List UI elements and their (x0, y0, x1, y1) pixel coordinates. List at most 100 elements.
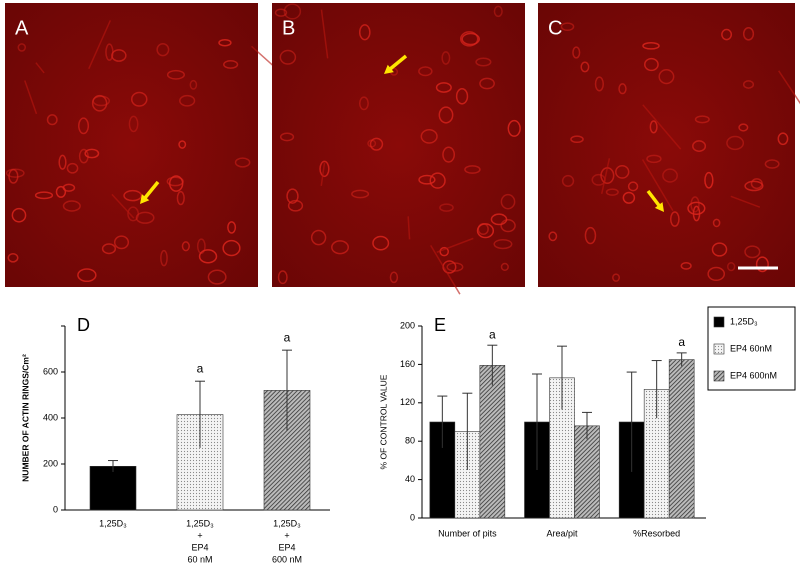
x-tick-label: %Resorbed (633, 528, 680, 538)
arrow (143, 180, 160, 200)
actin-ring (367, 139, 377, 148)
significance-label: a (197, 361, 204, 375)
actin-ring (223, 60, 239, 69)
actin-ring (690, 196, 700, 213)
micrograph: A (5, 3, 287, 287)
panel-label: E (434, 315, 446, 335)
micrograph: C (538, 3, 800, 287)
actin-ring (358, 24, 371, 41)
y-tick-label: 600 (43, 366, 58, 376)
actin-ring (227, 221, 237, 234)
actin-ring (418, 66, 433, 77)
y-axis-label: NUMBER OF ACTIN RINGS/Cm² (20, 354, 30, 482)
actin-ring (279, 49, 297, 65)
y-tick-label: 400 (43, 412, 58, 422)
actin-ring (166, 69, 185, 80)
x-tick-label: + (197, 530, 202, 540)
x-tick-label: 1,25D₃ (273, 518, 301, 528)
actin-ring (442, 146, 456, 163)
actin-ring (222, 239, 241, 257)
actin-ring (287, 199, 304, 212)
actin-ring (464, 165, 481, 174)
actin-ring (84, 148, 100, 159)
actin-ring (622, 191, 636, 204)
fiber (88, 20, 112, 70)
y-tick-label: 0 (410, 512, 415, 522)
fiber (641, 159, 674, 212)
x-tick-label: 60 nM (187, 554, 212, 564)
actin-ring (615, 164, 630, 179)
actin-ring (493, 238, 513, 250)
y-tick-label: 0 (53, 504, 58, 514)
actin-ring (605, 188, 619, 196)
significance-label: a (678, 335, 685, 349)
actin-ring (707, 266, 726, 282)
x-tick-label: 600 nM (272, 554, 302, 564)
y-tick-label: 200 (43, 458, 58, 468)
arrow-head (654, 202, 664, 212)
actin-ring (618, 83, 627, 95)
actin-ring (435, 82, 452, 93)
actin-ring (500, 219, 516, 233)
actin-ring (777, 132, 789, 146)
actin-ring (561, 174, 575, 188)
legend-label: EP4 60nM (730, 343, 772, 353)
actin-ring (644, 57, 659, 72)
actin-ring (46, 114, 58, 126)
fiber (778, 70, 800, 105)
actin-ring (687, 201, 706, 215)
actin-ring (101, 243, 117, 255)
fiber (642, 104, 682, 150)
actin-ring (274, 8, 288, 17)
actin-ring (500, 193, 516, 210)
actin-ring (351, 189, 370, 199)
actin-ring (738, 123, 749, 132)
actin-ring (389, 271, 399, 284)
y-tick-label: 80 (405, 436, 415, 446)
actin-ring (277, 270, 288, 285)
x-tick-label: Number of pits (438, 528, 497, 538)
x-tick-label: 1,25D₃ (99, 518, 127, 528)
actin-ring (218, 38, 232, 47)
actin-ring (17, 43, 27, 52)
panel-label: C (548, 17, 562, 39)
actin-ring (5, 168, 25, 178)
actin-ring (764, 159, 780, 169)
actin-ring (493, 5, 503, 18)
actin-ring (548, 231, 558, 242)
y-tick-label: 160 (400, 359, 415, 369)
actin-ring (584, 226, 597, 245)
actin-ring (178, 140, 187, 149)
y-tick-label: 40 (405, 474, 415, 484)
fiber (35, 62, 45, 74)
legend-label: EP4 600nM (730, 370, 777, 380)
actin-ring (135, 211, 155, 224)
bar (89, 465, 137, 511)
actin-ring (130, 91, 148, 107)
actin-ring (128, 115, 139, 133)
actin-ring (755, 256, 769, 273)
micrograph: B (272, 3, 525, 295)
fiber (430, 244, 461, 295)
actin-ring (11, 207, 27, 223)
actin-ring (168, 175, 184, 192)
actin-ring (418, 174, 436, 185)
legend-label: 1,25D₃ (730, 316, 758, 326)
actin-ring (692, 205, 701, 222)
fiber (600, 158, 611, 194)
actin-ring (721, 28, 733, 41)
actin-ring (66, 162, 79, 174)
actin-ring (78, 117, 90, 135)
fiber (436, 237, 474, 253)
fiber (320, 9, 329, 59)
arrow-head (140, 194, 150, 204)
actin-ring (744, 245, 761, 259)
actin-ring (712, 218, 721, 228)
arrow (388, 54, 408, 71)
actin-ring (500, 262, 509, 272)
actin-ring (594, 76, 604, 92)
actin-ring (156, 42, 170, 57)
y-axis-label: % OF CONTROL VALUE (378, 374, 388, 469)
actin-ring (658, 68, 675, 85)
actin-ring (742, 26, 755, 41)
